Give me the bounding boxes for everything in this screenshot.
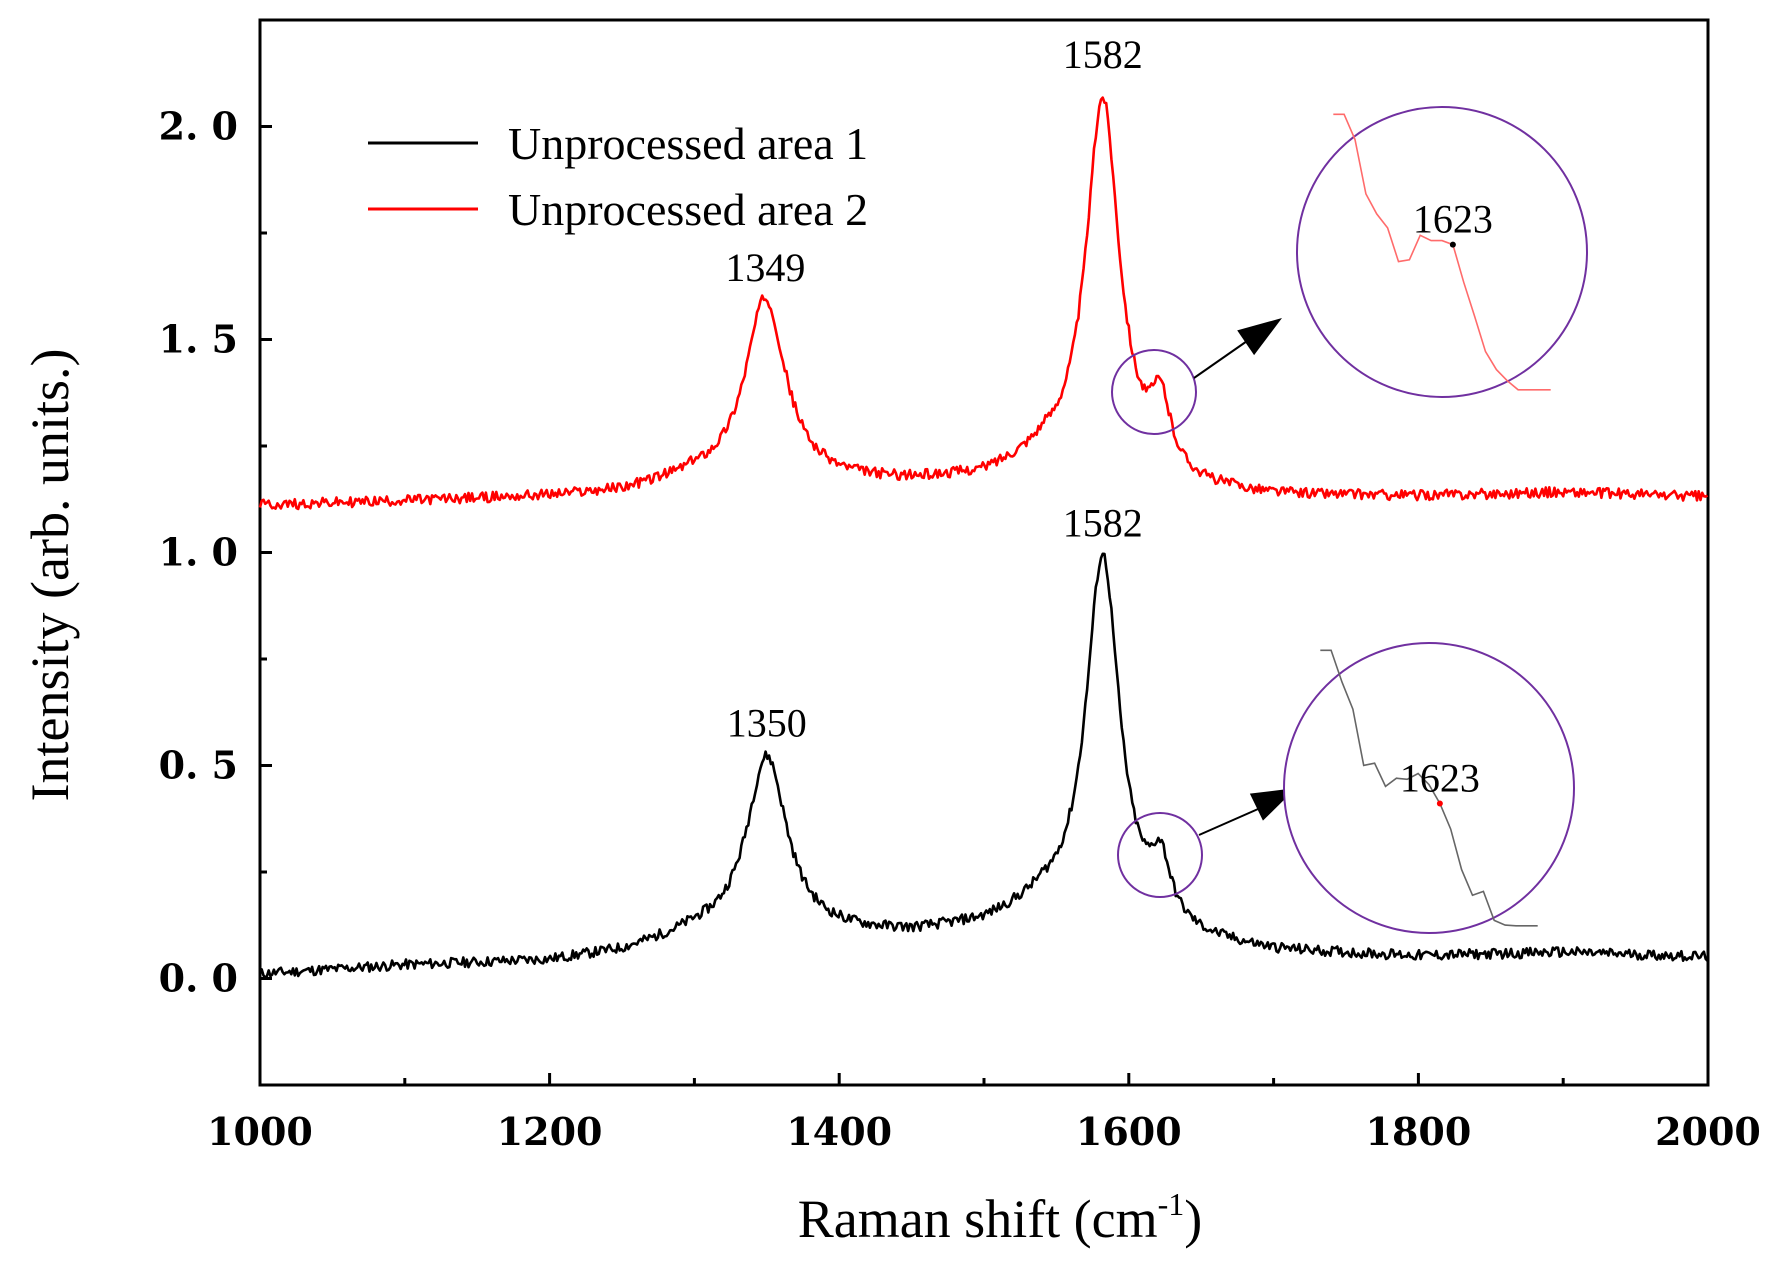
axis-ticks: 1000 1200 1400 1600 1800 2000 0. 0 0. 5 1. 0 1. 5…	[159, 104, 1761, 1155]
x-tick-label: 1400	[786, 1109, 892, 1154]
zoom-inset-curve	[1320, 649, 1538, 927]
x-axis-title: Raman shift (cm-1)	[798, 1186, 1203, 1249]
zoom-inset-circle	[1283, 642, 1575, 934]
zoom-inset-curve	[1333, 113, 1551, 391]
zoom-source-circle	[1111, 349, 1197, 435]
peak-annotations: 1582 1349 1582 1350	[725, 32, 1142, 746]
x-axis-title-sup: -1	[1158, 1186, 1185, 1222]
peak-label: 1582	[1063, 501, 1143, 546]
y-tick-label: 1. 5	[159, 317, 238, 362]
peak-label: 1350	[727, 701, 807, 746]
zoom-insets: 1623 1623	[1111, 106, 1588, 934]
zoom-inset-circle	[1296, 106, 1588, 398]
legend-entry-1: Unprocessed area 1	[508, 118, 868, 169]
y-tick-label: 2. 0	[159, 104, 238, 149]
zoom-peak-marker	[1449, 241, 1456, 248]
series-layer	[258, 96, 1709, 979]
y-axis-title: Intensity (arb. units.)	[20, 349, 80, 802]
y-tick-label: 1. 0	[159, 530, 238, 575]
zoom-arrow-head	[1237, 318, 1282, 356]
x-tick-label: 1600	[1076, 1109, 1182, 1154]
peak-label: 1349	[725, 245, 805, 290]
y-tick-label: 0. 0	[159, 956, 238, 1001]
x-tick-label: 1800	[1366, 1109, 1472, 1154]
zoom-source-circle	[1117, 812, 1203, 898]
series-line-1	[258, 552, 1709, 979]
y-tick-label: 0. 5	[159, 743, 238, 788]
peak-label: 1582	[1063, 32, 1143, 77]
x-axis-title-main: Raman shift (cm	[798, 1189, 1158, 1249]
x-tick-label: 1000	[207, 1109, 313, 1154]
x-tick-label: 1200	[497, 1109, 603, 1154]
zoom-peak-marker	[1436, 800, 1443, 807]
x-tick-label: 2000	[1655, 1109, 1761, 1154]
series-line-2	[258, 96, 1709, 511]
legend: Unprocessed area 1 Unprocessed area 2	[368, 118, 868, 235]
zoom-peak-label: 1623	[1413, 197, 1493, 242]
zoom-peak-label: 1623	[1400, 756, 1480, 801]
x-axis-title-close: )	[1184, 1189, 1202, 1249]
legend-entry-2: Unprocessed area 2	[508, 184, 868, 235]
